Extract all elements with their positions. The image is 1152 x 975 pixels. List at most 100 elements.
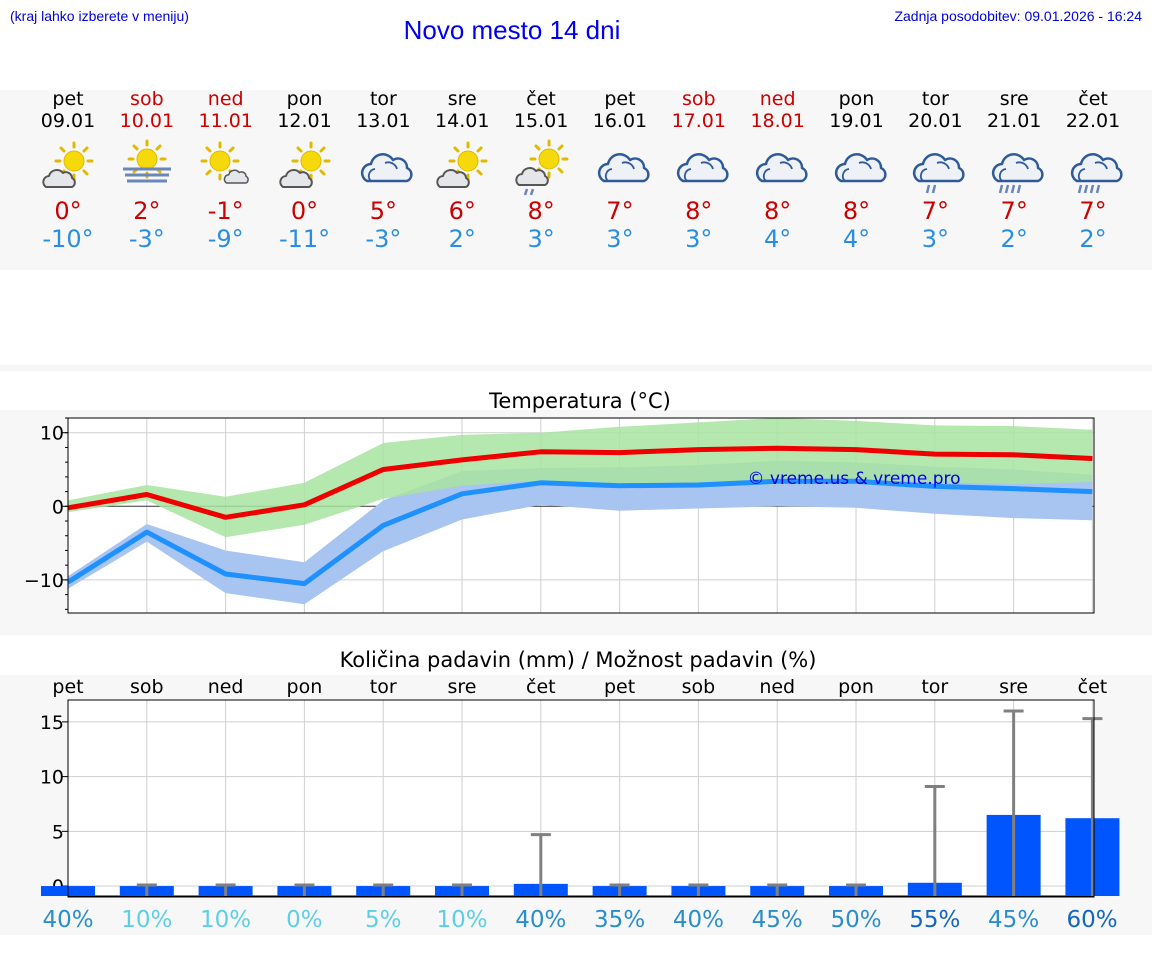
min-temperature: -10° xyxy=(42,225,94,253)
min-temperature: 2° xyxy=(1000,225,1028,253)
temp-plot-frame xyxy=(67,417,1095,614)
day-name: pet xyxy=(52,88,84,110)
precip-x-label: ned xyxy=(208,676,244,698)
day-name: čet xyxy=(526,88,556,110)
precip-ytick-label: 5 xyxy=(52,821,64,843)
temp-ytick-label: −10 xyxy=(24,570,64,592)
min-temperature: 2° xyxy=(448,225,476,253)
sun-fog-icon xyxy=(107,137,187,197)
precip-x-label: čet xyxy=(1078,676,1108,698)
day-date: 09.01 xyxy=(40,110,96,132)
min-temperature: -3° xyxy=(365,225,402,253)
day-name: tor xyxy=(921,88,949,110)
precip-x-label: sre xyxy=(448,676,477,698)
max-temperature: 8° xyxy=(527,197,555,225)
precip-x-label: ned xyxy=(759,676,795,698)
day-column: pon 12.01 0° -11° xyxy=(265,88,345,253)
precip-probability-label: 45% xyxy=(752,907,803,933)
precip-probability-label: 40% xyxy=(515,907,566,933)
min-temperature: 3° xyxy=(527,225,555,253)
precip-probability-label: 10% xyxy=(200,907,251,933)
day-column: pet 09.01 0° -10° xyxy=(28,88,108,253)
day-date: 18.01 xyxy=(750,110,805,132)
day-date: 15.01 xyxy=(513,110,569,132)
day-date: 17.01 xyxy=(671,110,726,132)
precip-x-label: čet xyxy=(526,676,556,698)
precip-probability-label: 0% xyxy=(286,907,323,933)
day-date: 11.01 xyxy=(198,110,253,132)
max-temp-series-line xyxy=(67,445,1093,520)
day-date: 12.01 xyxy=(277,110,332,132)
cloud-rain-icon xyxy=(974,137,1054,197)
day-name: sre xyxy=(447,88,477,110)
day-column: sre 14.01 6° 2° xyxy=(422,88,502,253)
temp-ytick-label: 0 xyxy=(52,496,64,518)
day-date: 21.01 xyxy=(986,110,1042,132)
min-temperature: -11° xyxy=(278,225,331,253)
max-temperature: 7° xyxy=(921,197,949,225)
day-column: čet 15.01 8° 3° xyxy=(501,88,581,253)
precip-ytick-label: 10 xyxy=(40,767,64,789)
day-name: sob xyxy=(682,88,716,110)
location-hint-link[interactable]: (kraj lahko izberete v meniju) xyxy=(10,8,189,24)
max-temperature: 2° xyxy=(133,197,161,225)
day-column: tor 20.01 7° 3° xyxy=(895,88,975,253)
precip-x-label: sob xyxy=(130,676,164,698)
temp-ytick-label: 10 xyxy=(40,423,64,445)
day-name: sre xyxy=(999,88,1029,110)
day-column: čet 22.01 7° 2° xyxy=(1053,88,1133,253)
max-temperature: 8° xyxy=(764,197,792,225)
precip-probability-label: 40% xyxy=(673,907,724,933)
day-date: 14.01 xyxy=(435,110,490,132)
day-column: pet 16.01 7° 3° xyxy=(580,88,660,253)
day-date: 19.01 xyxy=(829,110,884,132)
precip-x-label: sre xyxy=(999,676,1028,698)
precip-x-label: pet xyxy=(604,676,635,698)
precip-probability-label: 10% xyxy=(436,907,487,933)
day-name: ned xyxy=(759,88,796,110)
precip-probability-label: 45% xyxy=(988,907,1039,933)
precip-x-label: tor xyxy=(921,676,948,698)
last-update-label: Zadnja posodobitev: 09.01.2026 - 16:24 xyxy=(894,8,1142,24)
day-date: 13.01 xyxy=(356,110,411,132)
cloud-rain-icon xyxy=(1053,137,1133,197)
min-temperature: 3° xyxy=(606,225,634,253)
max-temperature: 8° xyxy=(842,197,871,225)
precip-x-label: tor xyxy=(370,676,397,698)
day-column: sob 10.01 2° -3° xyxy=(107,88,187,253)
min-temperature: -9° xyxy=(207,225,244,253)
max-temperature: 0° xyxy=(290,197,319,225)
max-temperature: 7° xyxy=(606,197,634,225)
max-temperature: 6° xyxy=(448,197,476,225)
day-date: 22.01 xyxy=(1065,110,1121,132)
max-temperature: 5° xyxy=(369,197,398,225)
max-temperature: 7° xyxy=(1000,197,1028,225)
day-name: pon xyxy=(286,88,323,110)
day-column: ned 11.01 -1° -9° xyxy=(186,88,266,253)
day-column: pon 19.01 8° 4° xyxy=(817,88,897,253)
precip-x-label: pet xyxy=(52,676,83,698)
copyright-watermark: © vreme.us & vreme.pro xyxy=(747,469,960,489)
precip-x-label: sob xyxy=(682,676,716,698)
day-date: 16.01 xyxy=(592,110,648,132)
day-column: sob 17.01 8° 3° xyxy=(659,88,739,253)
day-name: pet xyxy=(604,88,636,110)
precip-probability-label: 60% xyxy=(1066,907,1117,933)
day-name: sob xyxy=(130,88,164,110)
day-name: tor xyxy=(369,88,397,110)
day-column: ned 18.01 8° 4° xyxy=(738,88,818,253)
day-name: čet xyxy=(1078,88,1108,110)
min-temperature: 3° xyxy=(685,225,713,253)
precip-probability-label: 50% xyxy=(830,907,881,933)
min-temperature: 3° xyxy=(921,225,949,253)
min-temperature: 4° xyxy=(842,225,871,253)
max-temperature: -1° xyxy=(207,197,244,225)
precip-probability-label: 40% xyxy=(42,907,93,933)
day-name: pon xyxy=(838,88,875,110)
precip-x-label: pon xyxy=(287,676,323,698)
precip-plot-frame xyxy=(67,699,1095,898)
max-temperature: 7° xyxy=(1079,197,1107,225)
page-title: Novo mesto 14 dni xyxy=(403,15,621,45)
day-name: ned xyxy=(207,88,244,110)
